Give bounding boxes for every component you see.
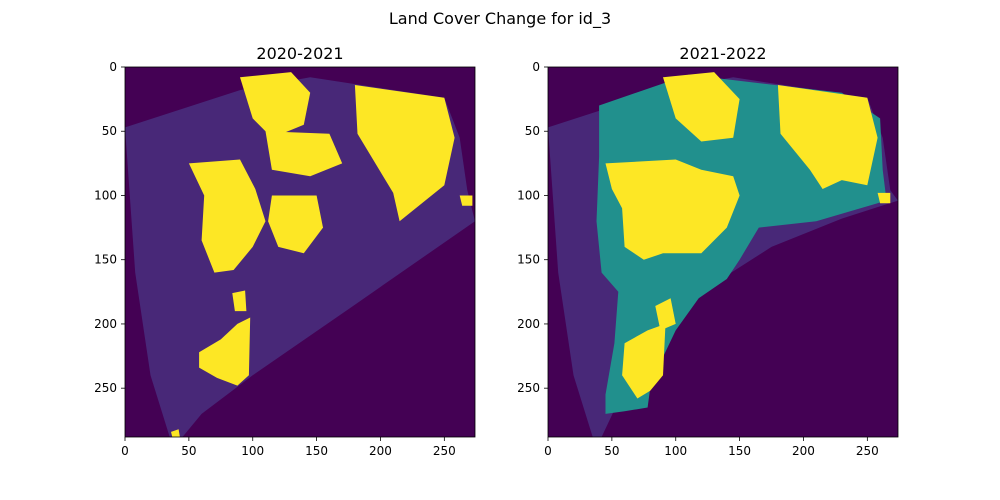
x-tick-label: 200 (369, 444, 392, 458)
x-tick-label: 200 (792, 444, 815, 458)
heatmap-panel-1: 2020-2021 0 50 100 150 200 250 0 50 100 150 200 250 (94, 44, 476, 458)
heatmap-region-high-3 (777, 85, 878, 189)
y-tick-label: 250 (94, 381, 117, 395)
heatmap-region-high-7 (199, 317, 251, 386)
x-tick-label: 100 (664, 444, 687, 458)
y-tick-label: 200 (94, 317, 117, 331)
heatmap-region-high-3 (240, 72, 311, 138)
heatmap-region-high-6 (622, 323, 666, 399)
heatmap-region-high-9 (459, 195, 473, 206)
x-tick-label: 250 (433, 444, 456, 458)
x-tick-label: 0 (121, 444, 129, 458)
y-tick-label: 150 (94, 253, 117, 267)
x-tick-label: 50 (604, 444, 619, 458)
heatmap-region-high-4 (663, 72, 740, 142)
heatmap-panel-2: 2021-2022 0 50 100 150 200 250 0 50 100 150 200 250 (517, 44, 899, 458)
y-tick-label: 0 (109, 60, 117, 74)
heatmap-image (548, 67, 898, 437)
x-tick-label: 0 (544, 444, 552, 458)
y-tick-label: 50 (525, 124, 540, 138)
heatmap-region-high-10 (171, 429, 180, 437)
y-tick-label: 250 (517, 381, 540, 395)
figure-title: Land Cover Change for id_3 (389, 9, 611, 29)
y-tick-label: 100 (517, 188, 540, 202)
x-tick-label: 250 (856, 444, 879, 458)
x-tick-label: 150 (728, 444, 751, 458)
heatmap-region-high-5 (188, 159, 266, 273)
heatmap-region-high-2 (354, 85, 455, 222)
axes-frame (124, 66, 476, 438)
axes-frame (547, 66, 899, 438)
heatmap-region-high-8 (232, 290, 247, 312)
x-tick-label: 50 (181, 444, 196, 458)
y-tick-label: 150 (517, 253, 540, 267)
heatmap-region-high-4 (265, 131, 343, 177)
y-tick-label: 50 (102, 124, 117, 138)
heatmap-region-high-6 (268, 195, 323, 254)
heatmap-image (125, 67, 475, 437)
heatmap-region-high-7 (655, 298, 676, 331)
heatmap-region-high-5 (605, 159, 740, 260)
panel-title: 2020-2021 (256, 44, 343, 63)
heatmap-region-high-8 (877, 192, 891, 204)
y-tick-label: 0 (532, 60, 540, 74)
y-tick-label: 100 (94, 188, 117, 202)
x-tick-label: 100 (241, 444, 264, 458)
y-tick-label: 200 (517, 317, 540, 331)
x-tick-label: 150 (305, 444, 328, 458)
panel-title: 2021-2022 (679, 44, 766, 63)
